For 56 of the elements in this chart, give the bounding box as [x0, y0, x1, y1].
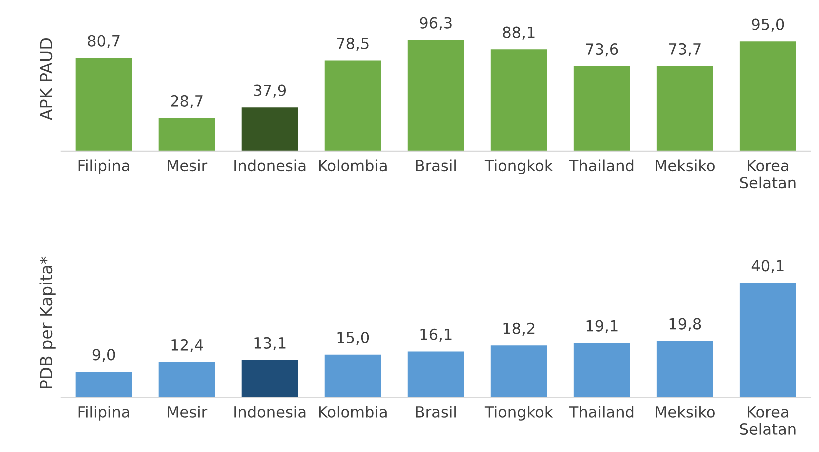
data-label: 16,1 [420, 328, 452, 342]
bar [656, 341, 714, 398]
data-label: 37,9 [254, 84, 286, 98]
x-tick-label: Mesir [168, 406, 208, 418]
data-label: 78,5 [337, 38, 369, 51]
data-label: 96,3 [420, 17, 452, 30]
bar [242, 360, 298, 398]
x-tick-label: Thailand [569, 406, 634, 418]
data-label: 19,8 [670, 318, 702, 332]
x-tick-label: Mesir [168, 160, 208, 172]
x-tick-label: Filipina [78, 160, 130, 175]
data-label: 15,0 [338, 332, 370, 346]
data-label: 12,4 [172, 339, 204, 353]
x-tick-label: Thailand [569, 160, 634, 172]
data-label: 73,6 [586, 44, 618, 57]
bar [740, 42, 796, 152]
bar [324, 60, 382, 152]
data-label: 9,0 [92, 349, 116, 362]
bar [408, 40, 464, 152]
bar [76, 372, 132, 398]
data-label: 13,1 [254, 337, 286, 351]
x-tick-label: Korea Selatan [740, 160, 796, 189]
x-tick-label: Meksiko [656, 160, 715, 172]
bar [158, 362, 216, 398]
bar [76, 58, 132, 152]
bar [490, 346, 548, 398]
x-tick-label: Korea Selatan [740, 406, 796, 436]
bar [574, 343, 630, 398]
bar [574, 66, 630, 152]
bar [656, 66, 714, 152]
x-tick-label: Kolombia [319, 406, 387, 418]
y-axis-title: APK PAUD [40, 38, 53, 121]
bar [740, 283, 796, 398]
x-tick-label: Indonesia [234, 160, 306, 172]
data-label: 73,7 [669, 43, 701, 57]
data-label: 19,1 [586, 320, 618, 334]
x-tick-label: Tiongkok [484, 406, 554, 421]
bar [408, 352, 464, 398]
x-tick-label: Meksiko [656, 406, 715, 418]
data-label: 88,1 [503, 26, 535, 40]
x-tick-label: Indonesia [234, 406, 306, 418]
bar [158, 118, 216, 152]
data-label: 40,1 [752, 260, 784, 274]
data-label: 28,7 [171, 95, 203, 109]
x-tick-label: Tiongkok [484, 160, 554, 175]
x-tick-label: Brasil [416, 160, 456, 172]
x-tick-label: Kolombia [319, 160, 387, 172]
bar [242, 108, 298, 152]
data-label: 80,7 [88, 35, 120, 48]
bar [490, 50, 548, 152]
bar [324, 354, 382, 398]
x-tick-label: Filipina [78, 406, 130, 421]
data-label: 95,0 [752, 18, 784, 32]
data-label: 18,2 [504, 322, 535, 336]
y-axis-title: PDB per Kapita* [40, 256, 56, 388]
x-tick-label: Brasil [416, 406, 456, 418]
